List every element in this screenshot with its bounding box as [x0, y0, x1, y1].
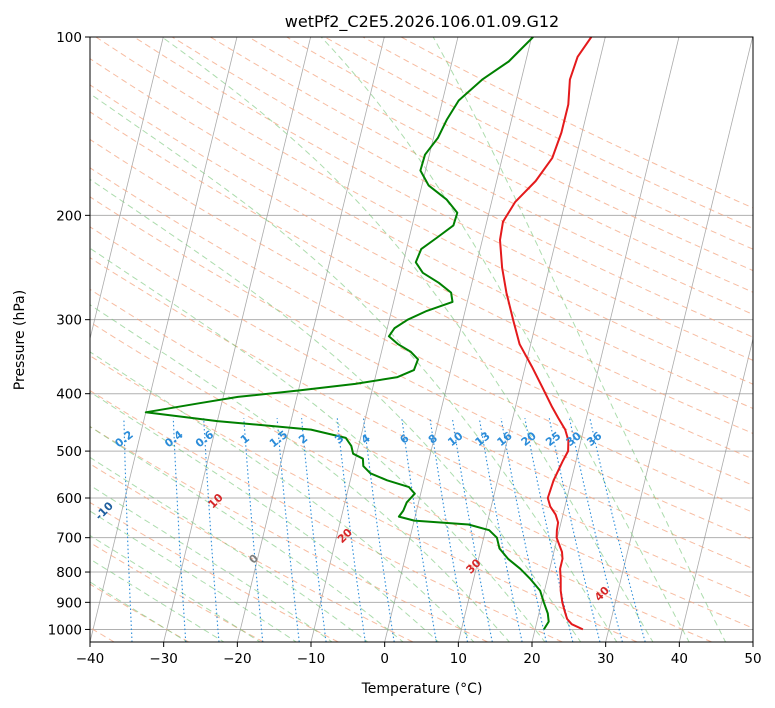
x-axis-ticks: −40 −30 −20 −10 0 10 20 30 40 50 [76, 642, 762, 667]
skewed-isotherm [236, 37, 385, 642]
x-tick-label: −40 [76, 651, 105, 667]
moist-adiabat [320, 37, 690, 642]
skewed-isotherm [163, 37, 312, 642]
moist-adiabat [90, 391, 440, 642]
x-tick-label: −10 [297, 651, 326, 667]
y-tick-label: 200 [56, 208, 82, 224]
dewpoint-line [144, 37, 550, 630]
y-tick-label: 600 [56, 491, 82, 507]
y-tick-label: 700 [56, 531, 82, 547]
y-tick-label: 1000 [48, 622, 82, 638]
x-tick-label: −30 [149, 651, 178, 667]
mixing-ratio-lines [123, 418, 646, 642]
x-tick-label: 30 [597, 651, 614, 667]
skewed-isotherm [90, 37, 164, 341]
grid-layer [90, 37, 753, 630]
plot-frame [89, 36, 754, 643]
dry-adiabat [90, 196, 753, 541]
y-tick-label: 800 [56, 565, 82, 581]
sounding-series [144, 37, 593, 631]
mixing-ratio-line [123, 418, 133, 642]
y-axis-ticks: 100 200 300 400 500 600 700 800 900 1000 [48, 30, 90, 638]
skewed-isotherms [90, 37, 753, 642]
moist-adiabat [90, 456, 369, 642]
x-tick-label: 40 [671, 651, 688, 667]
moist-adiabat [90, 247, 546, 642]
mixing-ratio-line [451, 418, 493, 642]
y-tick-label: 400 [56, 387, 82, 403]
moist-adiabat [90, 351, 475, 642]
mixing-ratio-line [243, 418, 264, 642]
dry-adiabat [90, 84, 753, 435]
y-tick-label: 100 [56, 30, 82, 46]
y-tick-label: 900 [56, 595, 82, 611]
dry-adiabat [90, 463, 414, 642]
chart-title: wetPf2_C2E5.2026.106.01.09.G12 [285, 12, 559, 32]
dry-adiabat [248, 37, 753, 293]
y-tick-label: 500 [56, 444, 82, 460]
dry-adiabat [90, 167, 753, 513]
dry-adiabat [90, 111, 753, 460]
moist-adiabat [90, 93, 618, 642]
temperature-line [499, 37, 593, 631]
x-tick-label: 50 [744, 651, 761, 667]
x-tick-label: 0 [380, 651, 389, 667]
mixing-ratio-line [301, 418, 327, 642]
mixing-ratio-line [401, 418, 437, 642]
x-tick-label: −20 [223, 651, 252, 667]
x-axis-label: Temperature (°C) [361, 681, 483, 697]
skewed-isotherm [457, 37, 606, 642]
moist-adiabat [90, 581, 189, 642]
mixing-ratio-line [203, 418, 220, 642]
mixing-ratio-line [336, 418, 366, 642]
dry-adiabat [90, 321, 712, 642]
skewed-isotherm [605, 37, 753, 642]
dry-adiabat [171, 37, 753, 338]
mixing-ratio-line [276, 418, 300, 642]
moist-adiabat [432, 37, 727, 642]
dry-adiabat [90, 425, 488, 642]
y-tick-label: 300 [56, 313, 82, 329]
x-tick-label: 20 [523, 651, 540, 667]
dry-adiabat [90, 226, 753, 570]
mixing-ratio-line [172, 418, 187, 642]
skewed-isotherm [384, 37, 533, 642]
mixing-ratio-line [429, 418, 469, 642]
dry-adiabat [90, 583, 190, 642]
moist-adiabat [90, 484, 333, 642]
dry-adiabat [90, 390, 563, 642]
skewed-isotherm [90, 37, 238, 642]
moist-adiabat [90, 304, 511, 642]
y-axis-label: Pressure (hPa) [12, 290, 28, 390]
x-tick-label: 10 [450, 651, 467, 667]
dry-adiabat [133, 37, 753, 361]
